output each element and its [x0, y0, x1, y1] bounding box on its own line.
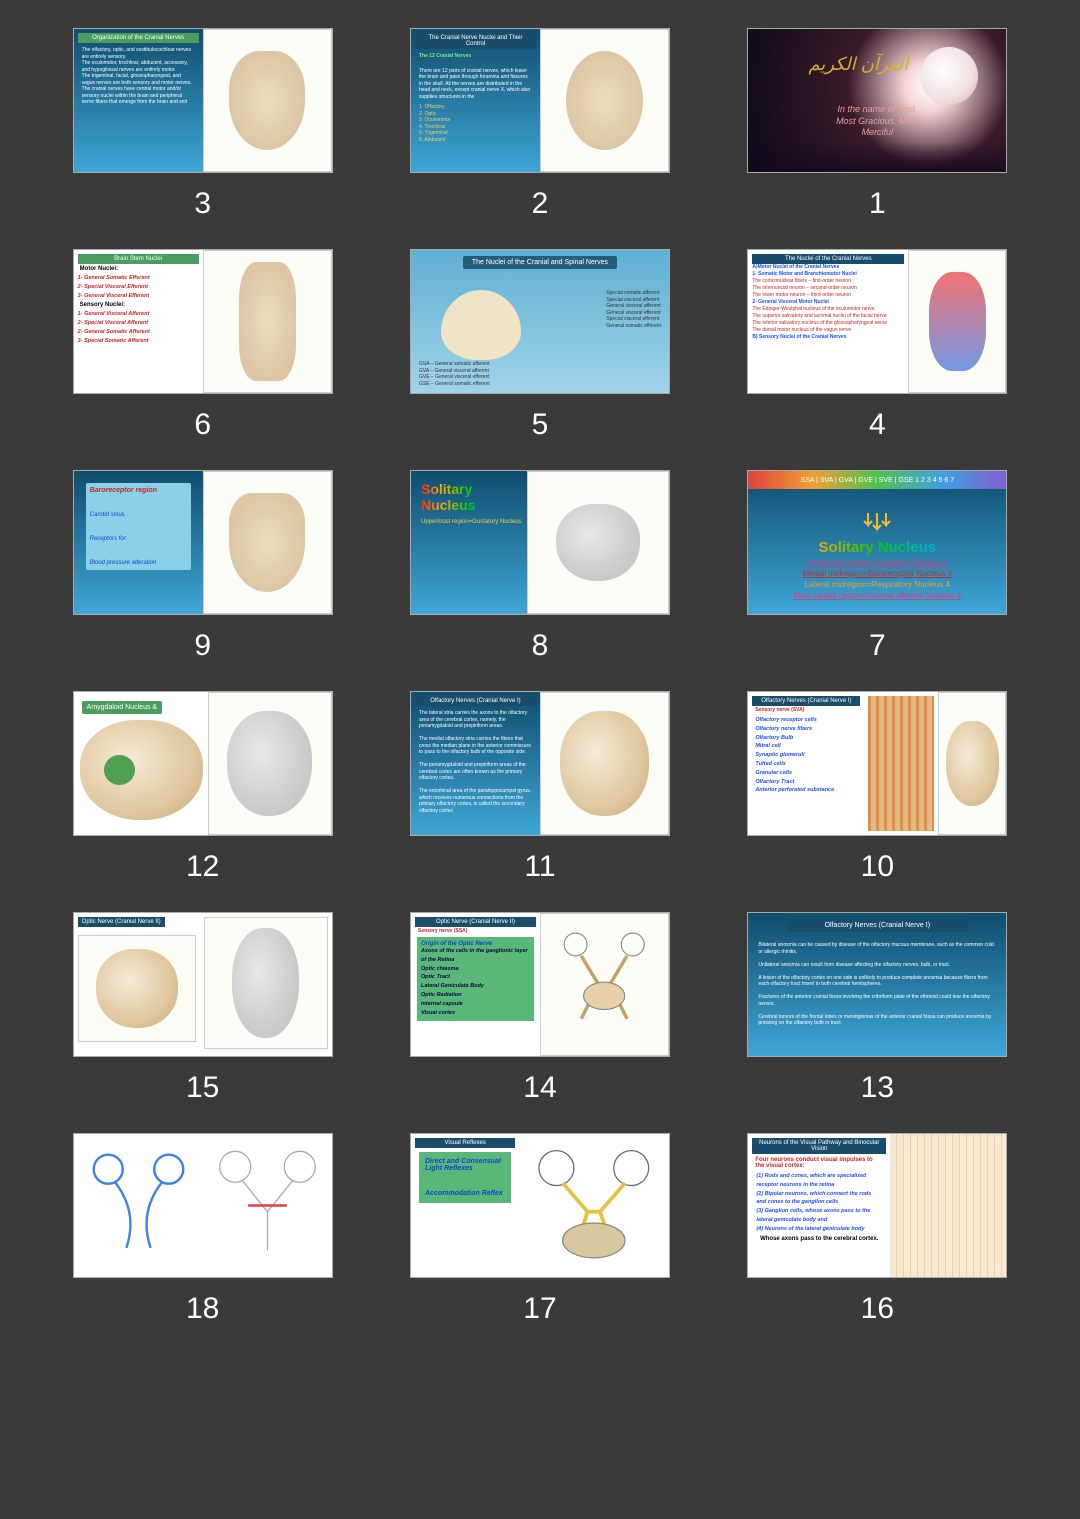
slide-thumb[interactable]: Solitary Nucleus Uppermost region=Gustat… [410, 470, 670, 615]
left-anatomy-panel [74, 1134, 203, 1277]
slide-title: Olfactory Nerves (Cranial Nerve I) [787, 919, 968, 932]
slide-cell-2[interactable]: The Cranial Nerve Nuclei and Their Contr… [383, 28, 696, 221]
slide-number: 2 [532, 187, 549, 221]
slide-title: Organization of the Cranial Nerves [78, 33, 199, 43]
slide-thumb[interactable]: The Cranial Nerve Nuclei and Their Contr… [410, 28, 670, 173]
slide-cell-7[interactable]: SSA | SVA | GVA | GVE | SVE | GSE 1 2 3 … [721, 470, 1034, 663]
anatomy-panel [540, 692, 669, 835]
slide-cell-16[interactable]: Neurons of the Visual Pathway and Binocu… [721, 1133, 1034, 1326]
slide-number: 6 [194, 408, 211, 442]
slide-number: 12 [186, 850, 219, 884]
slide-cell-12[interactable]: Amygdaloid Nucleus & 12 [46, 691, 359, 884]
anatomy-panel [540, 29, 669, 172]
slide-thumb[interactable] [73, 1133, 333, 1278]
slide-title: Optic Nerve (Cranial Nerve II) [415, 917, 536, 927]
slide-title: Optic Nerve (Cranial Nerve II) [78, 917, 165, 927]
slide-number: 16 [861, 1292, 894, 1326]
slide-cell-14[interactable]: Optic Nerve (Cranial Nerve II) Sensory n… [383, 912, 696, 1105]
slide-number: 13 [861, 1071, 894, 1105]
anatomy-panel [527, 471, 669, 614]
slide-thumb[interactable]: The Nuclei of the Cranial Nerves A)Motor… [747, 249, 1007, 394]
slide-number: 15 [186, 1071, 219, 1105]
rainbow-title: Solitary Nucleus [415, 475, 523, 519]
down-arrows-icon [862, 511, 892, 533]
right-anatomy-panel [203, 1134, 332, 1277]
slide-thumb[interactable]: Olfactory Nerves (Cranial Nerve I) The l… [410, 691, 670, 836]
slide-number: 8 [532, 629, 549, 663]
slide-cell-11[interactable]: Olfactory Nerves (Cranial Nerve I) The l… [383, 691, 696, 884]
slide-thumb[interactable]: Olfactory Nerves (Cranial Nerve I) Senso… [747, 691, 1007, 836]
slide-thumb[interactable]: The Nuclei of the Cranial and Spinal Ner… [410, 249, 670, 394]
optic-chiasm-icon [547, 921, 661, 1048]
anatomy-panel [203, 250, 332, 393]
slide-thumb[interactable]: Baroreceptor region Carotid sinus Recept… [73, 470, 333, 615]
left-anatomy-panel [78, 935, 197, 1042]
slide-thumb[interactable]: Optic Nerve (Cranial Nerve II) [73, 912, 333, 1057]
slide-cell-6[interactable]: Brain Stem Nuclei Motor Nuclei: 1- Gener… [46, 249, 359, 442]
slide-title: Olfactory Nerves (Cranial Nerve I) [752, 696, 860, 706]
slide-number: 18 [186, 1292, 219, 1326]
slide-number: 3 [194, 187, 211, 221]
slide-title: The Cranial Nerve Nuclei and Their Contr… [415, 33, 536, 49]
slide-title: The Nuclei of the Cranial Nerves [752, 254, 904, 264]
slide-thumb[interactable]: القرآن الكريم In the name of God, Most G… [747, 28, 1007, 173]
slide-cell-8[interactable]: Solitary Nucleus Uppermost region=Gustat… [383, 470, 696, 663]
slide-cell-3[interactable]: Organization of the Cranial Nerves The o… [46, 28, 359, 221]
anatomy-panel [203, 471, 332, 614]
slide-cell-17[interactable]: Visual Reflexes Direct and Consensual Li… [383, 1133, 696, 1326]
slide-title: Visual Reflexes [415, 1138, 515, 1148]
anatomy-panel [540, 913, 669, 1056]
slide-grid: Organization of the Cranial Nerves The o… [0, 0, 1080, 1354]
anatomy-panel [908, 250, 1006, 393]
slide-number: 7 [869, 629, 886, 663]
slide-number: 1 [869, 187, 886, 221]
slide-cell-5[interactable]: The Nuclei of the Cranial and Spinal Ner… [383, 249, 696, 442]
anatomy-panel [864, 692, 1006, 835]
invocation-text: In the name of God, Most Gracious, Most … [748, 104, 1006, 139]
slide-thumb[interactable]: SSA | SVA | GVA | GVE | SVE | GSE 1 2 3 … [747, 470, 1007, 615]
rainbow-title: Solitary Nucleus [748, 538, 1006, 557]
slide-cell-10[interactable]: Olfactory Nerves (Cranial Nerve I) Senso… [721, 691, 1034, 884]
slide-title: Neurons of the Visual Pathway and Binocu… [752, 1138, 886, 1154]
slide-thumb[interactable]: Olfactory Nerves (Cranial Nerve I) Bilat… [747, 912, 1007, 1057]
anatomy-panel [890, 1134, 1006, 1277]
slide-title: The Nuclei of the Cranial and Spinal Ner… [463, 256, 618, 269]
slide-number: 17 [523, 1292, 556, 1326]
slide-thumb[interactable]: Optic Nerve (Cranial Nerve II) Sensory n… [410, 912, 670, 1057]
slide-title: Olfactory Nerves (Cranial Nerve I) [415, 696, 536, 706]
arabic-calligraphy: القرآن الكريم [808, 54, 908, 75]
slide-number: 5 [532, 408, 549, 442]
slide-number: 11 [524, 850, 555, 884]
right-anatomy-panel [204, 917, 328, 1049]
stripe-header: SSA | SVA | GVA | GVE | SVE | GSE 1 2 3 … [748, 471, 1006, 489]
slide-thumb[interactable]: Brain Stem Nuclei Motor Nuclei: 1- Gener… [73, 249, 333, 394]
slide-cell-1[interactable]: القرآن الكريم In the name of God, Most G… [721, 28, 1034, 221]
slide-thumb[interactable]: Organization of the Cranial Nerves The o… [73, 28, 333, 173]
slide-thumb[interactable]: Visual Reflexes Direct and Consensual Li… [410, 1133, 670, 1278]
anatomy-panel [519, 1134, 669, 1277]
slide-cell-15[interactable]: Optic Nerve (Cranial Nerve II) 15 [46, 912, 359, 1105]
slide-cell-9[interactable]: Baroreceptor region Carotid sinus Recept… [46, 470, 359, 663]
left-anatomy-panel [80, 720, 204, 820]
slide-number: 14 [523, 1071, 556, 1105]
cross-section-shape [441, 290, 521, 360]
slide-number: 4 [869, 408, 886, 442]
anatomy-panel [203, 29, 332, 172]
slide-number: 9 [194, 629, 211, 663]
slide-thumb[interactable]: Neurons of the Visual Pathway and Binocu… [747, 1133, 1007, 1278]
slide-cell-13[interactable]: Olfactory Nerves (Cranial Nerve I) Bilat… [721, 912, 1034, 1105]
slide-cell-4[interactable]: The Nuclei of the Cranial Nerves A)Motor… [721, 249, 1034, 442]
slide-title: Brain Stem Nuclei [78, 254, 199, 264]
slide-title: Amygdaloid Nucleus & [82, 701, 162, 714]
silhouette-graphic [748, 142, 1006, 172]
right-anatomy-panel [208, 692, 332, 835]
slide-cell-18[interactable]: 18 [46, 1133, 359, 1326]
moon-graphic [920, 47, 978, 105]
body-text: The olfactory, optic, and vestibulocochl… [78, 43, 199, 110]
slide-number: 10 [861, 850, 894, 884]
slide-thumb[interactable]: Amygdaloid Nucleus & [73, 691, 333, 836]
